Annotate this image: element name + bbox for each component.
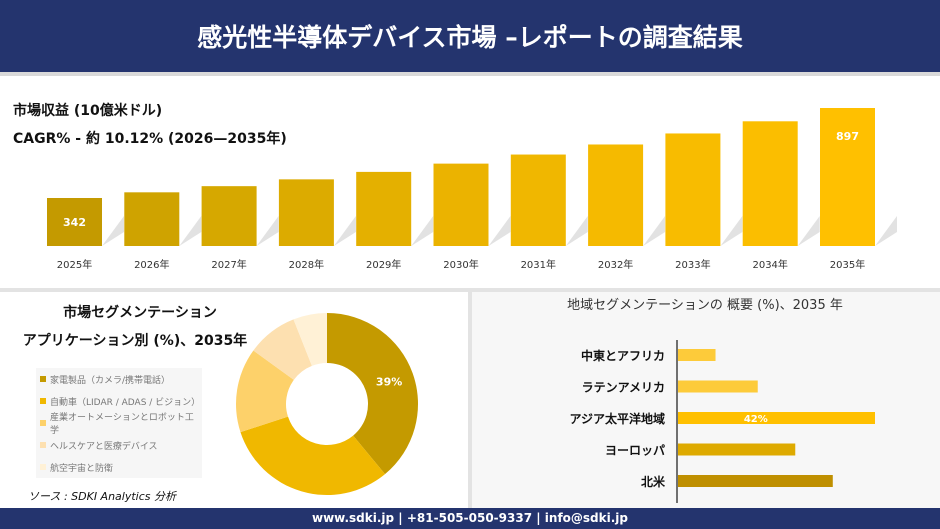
- tick-label: 2033年: [675, 258, 710, 271]
- bar: [47, 198, 102, 246]
- tick-label: 2029年: [366, 258, 401, 271]
- tick-label: 2026年: [134, 258, 169, 271]
- bar-shadow: [565, 216, 588, 246]
- bar-shadow: [333, 216, 356, 246]
- revenue-label: 市場収益 (10億米ドル): [13, 103, 163, 119]
- bar: [678, 443, 796, 456]
- pie-legend: 家電製品（カメラ/携帯電話） 自動車（LIDAR / ADAS / ビジョン） 産業…: [36, 368, 202, 478]
- divider: [468, 292, 472, 508]
- bar: [356, 171, 412, 246]
- bar: [678, 475, 833, 487]
- data-label: 39%: [376, 376, 402, 389]
- segment-subtitle: アプリケーション別 (%)、2035年: [22, 333, 248, 349]
- segment-title: 市場セグメンテーション: [63, 305, 217, 321]
- legend-swatch: [40, 398, 46, 404]
- tick-label: 2025年: [57, 258, 92, 271]
- bar: [665, 133, 721, 246]
- region-title: 地域セグメンテーションの 概要 (%)、2035 年: [567, 298, 843, 313]
- data-label: 42%: [744, 414, 768, 425]
- donut-slice: [293, 313, 327, 366]
- bar: [678, 349, 716, 361]
- data-label: 342: [63, 216, 86, 229]
- bar-shadow: [643, 216, 666, 246]
- legend-item: ヘルスケアと医療デバイス: [36, 434, 202, 456]
- legend-label: 航空宇宙と防衛: [50, 463, 114, 474]
- bar: [278, 179, 334, 246]
- legend-item: 産業オートメーションとロボット工学: [36, 412, 202, 436]
- legend-item: 航空宇宙と防衛: [36, 456, 202, 478]
- bar: [201, 186, 257, 246]
- legend-swatch: [40, 376, 46, 382]
- bar-shadow: [875, 216, 897, 246]
- footer-contact: www.sdki.jp | +81-505-050-9337 | info@sd…: [0, 508, 940, 529]
- page-title: 感光性半導体デバイス市場 –レポートの調査結果: [0, 0, 940, 76]
- bar: [510, 154, 566, 246]
- category-label: ラテンアメリカ: [582, 381, 665, 395]
- divider: [0, 288, 940, 292]
- legend-label: ヘルスケアと医療デバイス: [50, 441, 158, 452]
- legend-label: 自動車（LIDAR / ADAS / ビジョン）: [50, 397, 201, 408]
- tick-label: 2032年: [598, 258, 633, 271]
- tick-label: 2034年: [752, 258, 787, 271]
- legend-item: 自動車（LIDAR / ADAS / ビジョン）: [36, 390, 202, 412]
- legend-swatch: [40, 420, 46, 426]
- bar-shadow: [488, 216, 511, 246]
- bar-shadow: [179, 216, 202, 246]
- category-label: ヨーロッパ: [605, 444, 665, 458]
- bar: [820, 108, 875, 246]
- bar: [678, 380, 758, 393]
- tick-label: 2035年: [830, 258, 865, 271]
- revenue-bar-chart: 2025年 342 2026年 2027年 2028年 2029年 2030年 2031年 20…: [47, 108, 897, 271]
- bar: [588, 144, 644, 246]
- legend-swatch: [40, 442, 46, 448]
- bar-shadow: [256, 216, 279, 246]
- bar: [124, 192, 180, 246]
- tick-label: 2030年: [443, 258, 478, 271]
- region-panel: [472, 292, 940, 508]
- cagr-label: CAGR% - 約 10.12% (2026—2035年): [13, 131, 287, 147]
- bar-shadow: [102, 216, 124, 246]
- category-label: 北米: [641, 474, 666, 489]
- donut-slice: [236, 350, 294, 433]
- category-label: 中東とアフリカ: [581, 348, 665, 363]
- legend-label: 産業オートメーションとロボット工学: [50, 413, 194, 436]
- bar: [433, 163, 489, 246]
- bar-shadow: [720, 216, 743, 246]
- bar: [678, 412, 875, 424]
- tick-label: 2028年: [289, 258, 324, 271]
- legend-label: 家電製品（カメラ/携帯電話）: [50, 375, 171, 386]
- bar-shadow: [797, 216, 820, 246]
- data-label: 897: [836, 130, 859, 143]
- tick-label: 2031年: [521, 258, 556, 271]
- tick-label: 2027年: [211, 258, 246, 271]
- donut-slice: [253, 319, 312, 380]
- legend-swatch: [40, 464, 46, 470]
- bar: [742, 121, 798, 246]
- donut-slice: [327, 313, 418, 475]
- category-label: アジア太平洋地域: [569, 411, 665, 426]
- donut-slice: [240, 416, 386, 495]
- legend-item: 家電製品（カメラ/携帯電話）: [36, 368, 202, 390]
- source-note: ソース : SDKI Analytics 分析: [28, 490, 177, 503]
- bar-shadow: [411, 216, 434, 246]
- application-donut-chart: 39%: [236, 313, 418, 495]
